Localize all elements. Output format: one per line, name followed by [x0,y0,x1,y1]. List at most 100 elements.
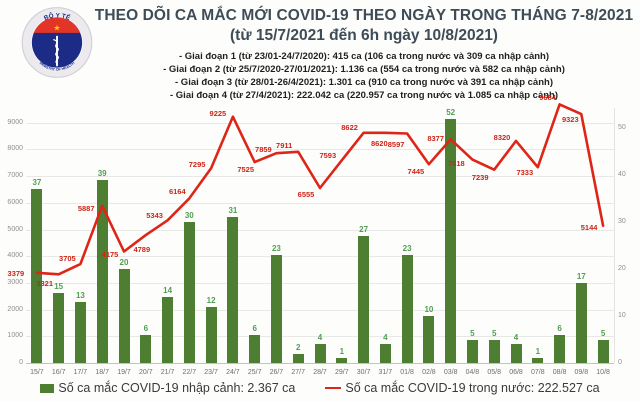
chart-legend: Số ca mắc COVID-19 nhập cảnh: 2.367 ca S… [0,381,640,395]
bar-value-label: 1 [535,347,541,357]
x-axis-tick-label: 15/7 [30,369,44,376]
logo-star-icon: ★ [53,24,60,33]
phase-4-summary: - Giai đoạn 4 (từ 27/4/2021): 222.042 ca… [169,90,559,101]
bar-value-label: 39 [97,168,107,178]
x-axis-tick-label: 08/8 [552,369,567,376]
line-value-label: 3379 [7,268,25,278]
line-value-label: 5887 [77,203,95,213]
legend-item-domestic: Số ca mắc COVID-19 trong nước: 222.527 c… [325,381,600,395]
bar [162,297,174,363]
line-value-label: 4789 [133,245,151,255]
gridline [26,336,614,338]
line-value-label: 8377 [427,134,445,144]
line-value-label: 3321 [36,279,54,289]
line-value-label: 7618 [448,158,465,168]
bar [510,344,522,363]
bar [597,339,609,363]
bar [466,339,478,363]
phase-1-summary: - Giai đoạn 1 (từ 23/01-24/7/2020): 415 … [178,51,550,62]
x-axis-tick-label: 27/7 [291,369,305,376]
right-axis-tick-label: 20 [618,265,626,272]
x-axis-tick-label: 05/8 [487,369,501,376]
line-value-label: 7911 [276,140,293,150]
bar [205,306,217,363]
legend-item-imported: Số ca mắc COVID-19 nhập cảnh: 2.367 ca [40,381,295,395]
bar-value-label: 15 [54,281,64,291]
bar [379,344,391,363]
bar-value-label: 20 [119,258,129,267]
right-axis-tick-label: 30 [618,218,626,225]
x-axis-tick-label: 24/7 [226,369,240,376]
x-axis-tick-label: 01/8 [400,369,414,376]
line-value-label: 7859 [255,145,272,155]
line-value-label: 9225 [209,108,227,118]
line-value-label: 5343 [146,211,163,221]
x-axis-tick-label: 18/7 [95,369,109,376]
bar-value-label: 23 [402,243,412,253]
left-axis-tick-label: 3000 [7,278,23,286]
bar-value-label: 6 [143,323,149,333]
phase-2-summary: - Giai đoạn 2 (từ 25/7/2020-27/01/2021):… [163,64,565,75]
bar [140,334,152,363]
gridline [26,122,614,124]
line-value-label: 8597 [387,139,405,149]
page-subtitle: (từ 15/7/2021 đến 6h ngày 10/8/2021) [230,27,498,44]
header: THEO DÕI CA MẮC MỚI COVID-19 THEO NGÀY T… [92,6,636,102]
left-axis-tick-label: 1000 [7,332,23,340]
bar-value-label: 12 [206,295,216,305]
x-axis-tick-label: 02/8 [422,369,436,376]
bar [575,283,587,363]
gridline [26,176,614,178]
bar-value-label: 52 [446,107,456,117]
x-axis-tick-label: 31/7 [378,369,393,376]
bar-value-label: 6 [557,323,562,333]
bar-value-label: 14 [163,286,173,296]
line-value-label: 4175 [101,249,119,259]
right-axis-tick-label: 0 [618,359,622,366]
x-axis-tick-label: 06/8 [509,369,523,376]
bar-value-label: 17 [576,272,586,282]
gridline [26,309,614,311]
line-value-label: 8620 [370,138,388,148]
left-axis-tick-label: 9000 [7,118,23,126]
bar [401,254,413,363]
line-value-label: 6164 [168,187,186,197]
legend-imported-label: Số ca mắc COVID-19 nhập cảnh: 2.367 ca [58,381,296,395]
line-value-label: 9323 [561,115,579,125]
bar [488,339,500,363]
x-axis-tick-label: 30/7 [356,369,371,376]
legend-domestic-label: Số ca mắc COVID-19 trong nước: 222.527 c… [345,381,600,395]
bar-value-label: 5 [600,328,606,338]
x-axis-tick-label: 21/7 [160,369,175,376]
bar-value-label: 10 [424,305,434,314]
bar-value-label: 1 [339,347,345,357]
bar [314,344,326,363]
line-value-label: 8622 [341,122,358,132]
gridline [26,363,614,364]
line-value-label: 7295 [188,160,206,170]
x-axis-tick-label: 16/7 [51,369,66,376]
bar [227,217,239,363]
bar [292,353,304,363]
ministry-of-health-logo: ★ BỘ Y TẾ MINISTRY OF HEALTH [21,7,93,78]
right-axis-tick-label: 10 [618,312,626,319]
x-axis-tick-label: 22/7 [182,369,197,376]
bar-value-label: 5 [491,328,497,338]
line-value-label: 7445 [407,167,425,177]
bar-value-label: 4 [317,333,323,343]
x-axis-tick-label: 19/7 [117,369,131,376]
bar [554,334,566,363]
bar [249,334,261,363]
x-axis-tick-label: 07/8 [530,369,545,376]
bar [358,236,370,363]
left-axis-tick-label: 4000 [7,252,23,260]
line-value-label: 6555 [297,190,315,199]
x-axis-tick-label: 23/7 [204,369,218,376]
right-axis-tick-label: 50 [618,124,626,131]
bar-value-label: 37 [32,178,42,188]
left-axis-tick-label: 0 [19,359,23,366]
bar-value-label: 23 [271,243,281,253]
line-value-label: 7239 [471,172,489,182]
gridline [26,149,614,151]
